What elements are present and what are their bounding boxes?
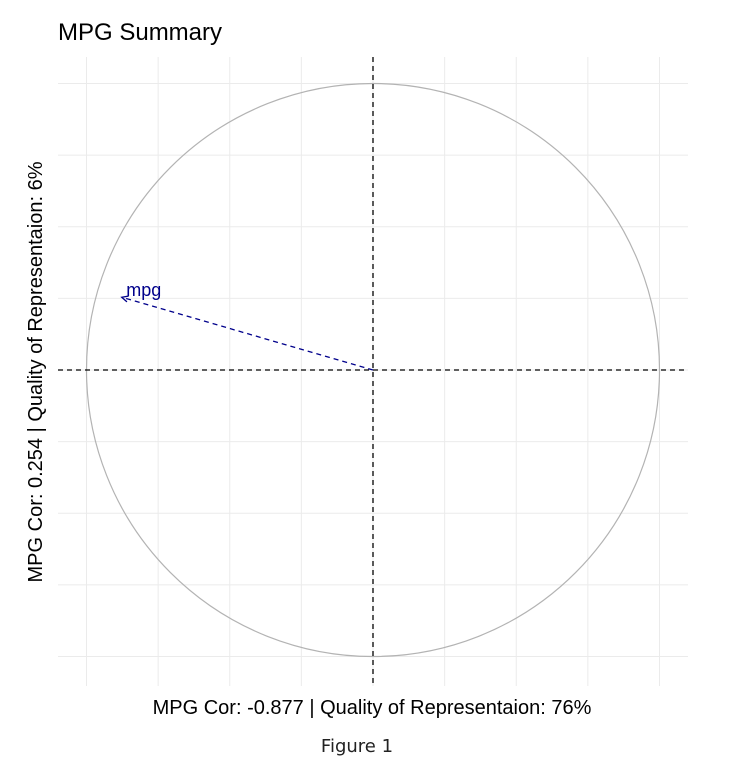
variable-arrow-line bbox=[121, 296, 374, 371]
variable-label: mpg bbox=[126, 280, 161, 300]
chart-title: MPG Summary bbox=[58, 19, 222, 46]
figure-caption: Figure 1 bbox=[321, 736, 393, 757]
variable-arrow-head bbox=[120, 295, 129, 303]
y-axis-label: MPG Cor: 0.254 | Quality of Representaio… bbox=[25, 161, 47, 582]
variable-arrows: mpg bbox=[120, 280, 374, 371]
x-axis-label: MPG Cor: -0.877 | Quality of Representai… bbox=[153, 697, 592, 719]
